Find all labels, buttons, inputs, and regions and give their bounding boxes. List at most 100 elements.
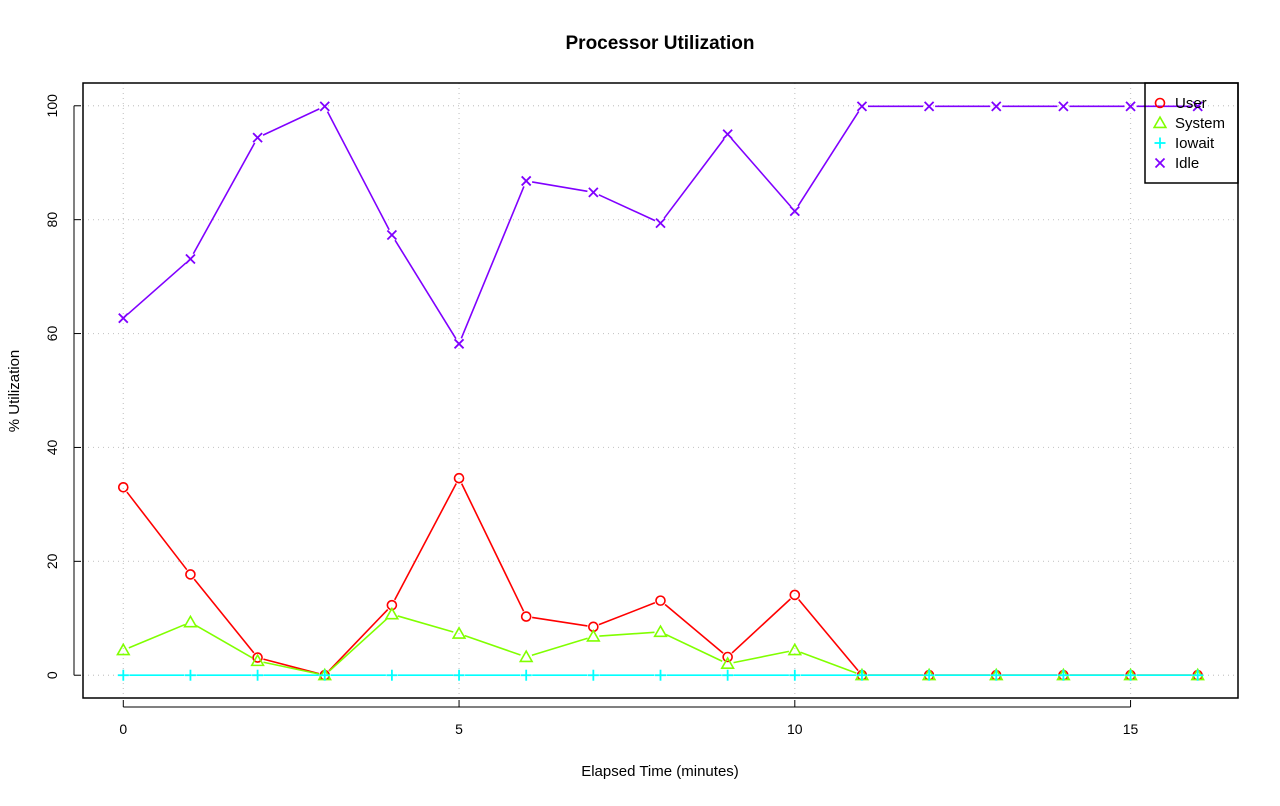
cross-marker-b <box>789 205 800 217</box>
y-tick-label: 80 <box>44 212 60 228</box>
series-idle-segment <box>326 111 390 231</box>
series-idle-segment <box>127 262 187 315</box>
series-system-point <box>586 629 601 642</box>
series-system-segment <box>397 615 454 633</box>
y-tick-label: 60 <box>44 326 60 342</box>
cross-marker-b <box>1125 101 1136 112</box>
series-system-segment <box>263 661 320 675</box>
series-user-point <box>722 651 733 663</box>
x-tick-label: 0 <box>119 721 127 737</box>
series-user-point <box>185 569 196 580</box>
series-user-point <box>789 589 801 601</box>
series-idle-point <box>923 101 935 112</box>
series-user-point <box>117 482 129 493</box>
series-idle-segment <box>531 181 588 193</box>
cross-marker-b <box>252 132 263 143</box>
series-idle-point <box>319 101 330 112</box>
legend-marker-user <box>1154 97 1166 109</box>
series-system-point <box>384 606 400 620</box>
series-system-point <box>183 614 198 628</box>
y-axis-label: % Utilization <box>6 350 23 433</box>
chart-title: Processor Utilization <box>566 33 755 54</box>
series-idle-point <box>789 205 800 217</box>
cross-marker-b <box>185 253 196 265</box>
series-iowait <box>117 669 1204 681</box>
legend-label-iowait: Iowait <box>1175 135 1215 152</box>
series-system-point <box>787 642 803 656</box>
cross-marker-b <box>1154 157 1166 169</box>
cross-marker-b <box>655 217 666 229</box>
series-system-segment <box>328 617 388 672</box>
series-idle-point <box>252 132 263 143</box>
series-system-segment <box>531 637 588 657</box>
series-idle-segment <box>192 142 256 255</box>
series-system-segment <box>599 631 655 637</box>
cross-marker-b <box>386 229 398 241</box>
series-iowait-point <box>453 669 465 681</box>
series-system-point <box>518 649 534 663</box>
series-iowait-point <box>1192 669 1204 681</box>
series-iowait-point <box>856 669 868 681</box>
series-iowait-point <box>722 669 734 681</box>
cross-marker-b <box>1192 101 1203 112</box>
series-user-point <box>252 652 263 663</box>
series-user-segment <box>126 491 188 571</box>
legend-marker-system <box>1152 115 1168 129</box>
series-user-point <box>453 472 465 484</box>
series-system-point <box>653 624 668 638</box>
series-idle-segment <box>598 194 656 222</box>
cross-marker-b <box>923 101 935 112</box>
legend-box <box>1144 82 1239 184</box>
y-tick-label: 40 <box>44 439 60 455</box>
series-idle-point <box>521 175 532 187</box>
legend: User System Iowait Idle <box>1144 82 1239 184</box>
cross-marker-b <box>521 175 532 187</box>
series-iowait-point <box>789 669 801 681</box>
series-idle-segment <box>797 110 860 207</box>
series-system-segment <box>733 650 790 664</box>
series-idle-point <box>1125 101 1136 112</box>
series-idle-segment <box>730 138 792 208</box>
x-tick-label: 10 <box>787 721 803 737</box>
series-idle-point <box>1192 101 1203 112</box>
series-idle-segment <box>663 138 725 219</box>
series-iowait-point <box>923 669 935 681</box>
series-idle-segment <box>262 108 320 136</box>
series-iowait-point <box>1057 669 1069 681</box>
series-idle-point <box>185 253 196 265</box>
series-iowait-point <box>386 669 398 681</box>
series-user-point <box>520 611 532 622</box>
cross-marker-b <box>856 101 868 112</box>
series-system-segment <box>128 623 186 649</box>
cross-marker-b <box>991 101 1002 112</box>
series-user-segment <box>798 599 859 672</box>
cross-marker-b <box>453 338 465 349</box>
series-idle-point <box>386 229 398 241</box>
series-idle-segment <box>460 186 525 339</box>
series-iowait-point <box>1125 669 1137 681</box>
series-iowait-point <box>655 669 666 681</box>
y-tick-label: 20 <box>44 553 60 569</box>
x-tick-label: 15 <box>1123 721 1139 737</box>
cross-marker-b <box>118 313 129 324</box>
series-user-point <box>655 595 666 606</box>
cross-marker-b <box>588 187 599 198</box>
cross-marker-b <box>319 101 330 112</box>
series-system-segment <box>464 634 521 656</box>
cross-marker-b <box>1058 101 1069 112</box>
series-idle-point <box>655 217 666 229</box>
series-system-point <box>720 656 735 670</box>
legend-marker-iowait <box>1154 137 1166 149</box>
y-tick-label: 0 <box>44 671 60 679</box>
series-user-segment <box>664 603 724 654</box>
cross-marker-b <box>722 129 733 140</box>
series-idle-point <box>722 129 733 140</box>
series-user <box>117 472 1204 681</box>
series-idle-point <box>118 313 129 324</box>
series-idle-point <box>856 101 868 112</box>
series-user-segment <box>460 483 525 612</box>
series-system-point <box>451 626 467 639</box>
series-iowait-point <box>252 669 264 681</box>
